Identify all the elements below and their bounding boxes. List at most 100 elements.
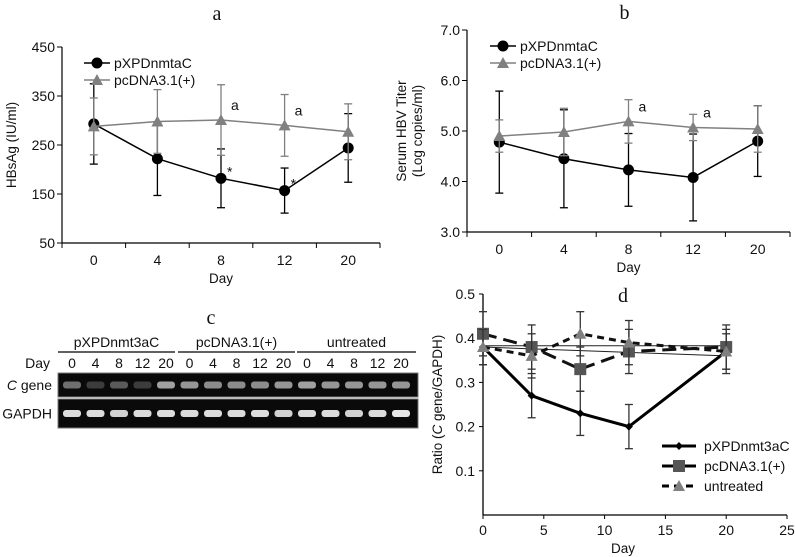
gel-band <box>180 381 199 389</box>
annotation: a <box>231 97 239 113</box>
annotation: a <box>639 98 647 114</box>
annotation: a <box>295 102 303 118</box>
y-tick-label: 7.0 <box>441 22 461 38</box>
gel-band <box>274 381 293 389</box>
y-tick-label: 0.2 <box>456 419 476 435</box>
gel-band <box>227 410 246 417</box>
gel-band <box>157 381 175 389</box>
y-tick-label: 0.5 <box>456 286 476 302</box>
y-tick-label: 5.0 <box>441 123 461 139</box>
data-point <box>525 349 538 361</box>
gel-band <box>157 410 175 417</box>
x-tick-label: 0 <box>495 241 503 257</box>
panel-title: c <box>207 307 216 329</box>
gel-band <box>180 410 199 417</box>
data-point <box>477 341 489 353</box>
y-tick-label: 50 <box>39 235 55 251</box>
lane-day-label: 0 <box>186 355 194 371</box>
annotation: * <box>227 163 233 179</box>
series-0 <box>479 328 731 450</box>
data-point <box>87 120 100 132</box>
panel-title: b <box>620 2 630 24</box>
y-tick-label: 6.0 <box>441 73 461 89</box>
data-point <box>493 130 506 142</box>
data-point <box>151 153 163 165</box>
gel-band <box>63 410 81 417</box>
y-tick-label: 150 <box>32 186 56 202</box>
legend-marker <box>673 480 685 491</box>
legend-label: pcDNA3.1(+) <box>704 458 785 474</box>
data-point <box>687 171 699 183</box>
gel-band <box>227 381 246 389</box>
gel-band <box>321 381 340 389</box>
x-tick-label: 20 <box>750 241 766 257</box>
chart-d: d 0.1 0.2 0.3 0.4 0.5 0 5 10 15 20 25 Day Ratio (C ge… <box>430 285 795 556</box>
row-label-text: GAPDH <box>2 406 52 422</box>
data-point <box>622 336 635 348</box>
data-point <box>576 409 585 418</box>
row-label-text: gene <box>17 377 52 393</box>
y-axis-label: Serum HBV Titer <box>394 80 409 182</box>
data-point <box>751 122 764 134</box>
x-tick-label: 0 <box>90 252 98 268</box>
gel-row-1 <box>57 398 419 429</box>
data-point <box>624 422 633 431</box>
gel-band <box>298 381 316 389</box>
legend-marker <box>673 460 685 472</box>
lane-day-label: 8 <box>115 355 123 371</box>
panel-title: a <box>213 3 222 25</box>
legend-marker <box>91 57 103 69</box>
x-tick-label: 20 <box>718 522 734 538</box>
gel-band <box>321 410 340 417</box>
lane-day-label: 20 <box>158 355 174 371</box>
lane-day-label: 8 <box>233 355 241 371</box>
x-tick-label: 15 <box>658 522 674 538</box>
data-point <box>622 115 635 127</box>
group-label: pcDNA3.1(+) <box>196 334 277 350</box>
annotation: * <box>291 176 297 192</box>
data-point <box>151 115 164 127</box>
series-0 <box>493 90 764 222</box>
gel-band <box>251 410 269 417</box>
lane-day-label: 20 <box>276 355 292 371</box>
y-tick-label: 0.3 <box>456 374 476 390</box>
chart-b: b 3.0 4.0 5.0 6.0 7.0 0 4 8 12 20 Day Serum HBV Tite… <box>394 2 791 275</box>
y-axis-label: HBsAg (IU/ml) <box>4 102 19 188</box>
gel-row-0 <box>57 372 419 398</box>
lane-day-label: 12 <box>252 355 268 371</box>
row-label: C gene <box>7 377 52 393</box>
y-axis-label-suffix: gene/GAPDH) <box>430 335 445 425</box>
data-point <box>215 172 227 184</box>
y-axis-label: (Log copies/ml) <box>410 85 425 177</box>
gel-band <box>345 410 363 417</box>
group-label: untreated <box>327 334 386 350</box>
data-point <box>574 327 587 339</box>
gel-band <box>345 381 363 389</box>
y-axis-label-prefix: Ratio ( <box>430 434 445 474</box>
gel-band <box>368 381 387 389</box>
x-axis-label: Day <box>209 271 233 286</box>
x-tick-label: 25 <box>779 522 795 538</box>
x-tick-label: 4 <box>154 252 162 268</box>
gel-band <box>392 381 410 389</box>
x-tick-label: 0 <box>479 522 487 538</box>
data-point <box>623 164 634 176</box>
lane-day-label: 4 <box>327 355 335 371</box>
data-point <box>215 114 227 126</box>
data-point <box>279 185 291 197</box>
data-point <box>557 126 570 138</box>
data-point <box>278 119 291 131</box>
legend-label: pXPDnmt3aC <box>704 438 790 454</box>
lane-day-label: 4 <box>92 355 100 371</box>
x-tick-label: 12 <box>277 252 293 268</box>
legend-label: pXPDnmtaC <box>114 55 192 71</box>
gel-band <box>110 410 128 417</box>
gel-band <box>251 381 269 389</box>
series-2 <box>477 311 733 379</box>
gel-band <box>204 410 222 417</box>
y-axis-label-italic: C <box>430 425 445 435</box>
x-tick-label: 12 <box>685 241 701 257</box>
gel-band <box>368 410 387 417</box>
data-point <box>527 391 536 400</box>
